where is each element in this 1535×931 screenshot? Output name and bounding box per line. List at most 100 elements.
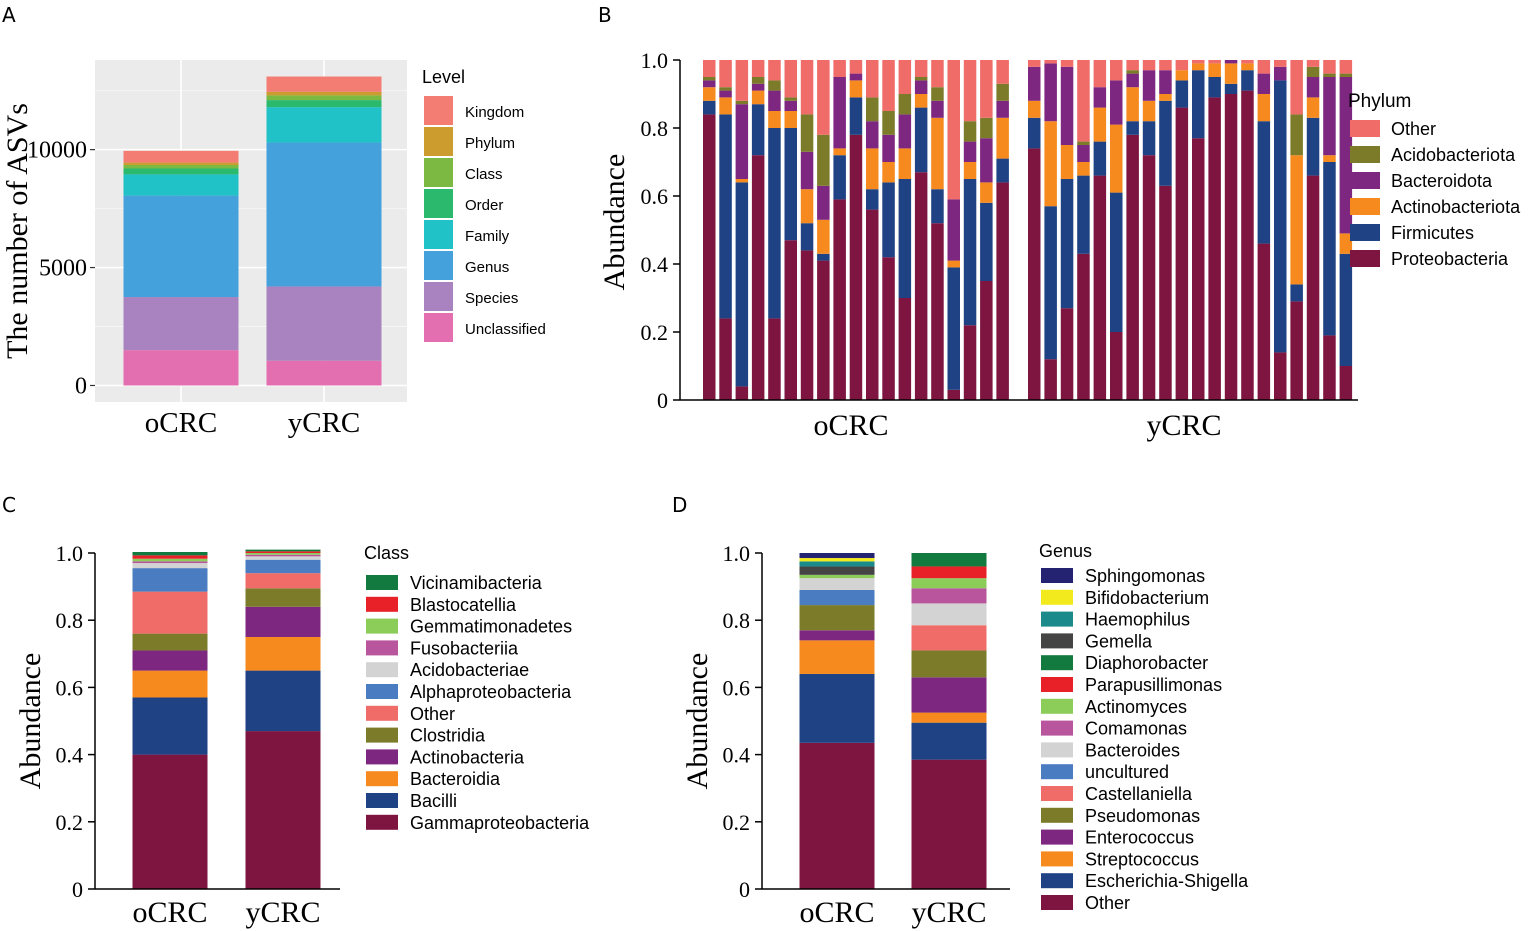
- bar-segment-phylum: [123, 162, 239, 165]
- legend-label: Castellaniella: [1085, 784, 1193, 804]
- bar-segment-proteobacteria: [1060, 308, 1074, 400]
- legend-label: Fusobacteriia: [410, 638, 519, 658]
- bar-segment-bacteroidota: [914, 80, 928, 94]
- bar-segment-clostridia: [245, 588, 321, 607]
- bar-segment-firmicutes: [866, 189, 879, 210]
- bar-segment-family: [266, 107, 382, 143]
- y-axis-title: Abundance: [598, 154, 631, 291]
- bar-segment-unclassified: [266, 360, 382, 386]
- legend-swatch-streptococcus: [1041, 851, 1073, 867]
- bar-segment-actinobacteriota: [1175, 70, 1189, 81]
- panel-label-a: A: [2, 3, 16, 27]
- legend-swatch-parapusillimonas: [1041, 677, 1073, 692]
- bar-segment-actinobacteriota: [833, 148, 846, 156]
- bar-segment-bacteroidota: [719, 90, 732, 98]
- legend-label: Vicinamibacteria: [410, 573, 543, 593]
- bar-segment-acidobacteriota: [719, 87, 732, 91]
- bar-segment-acidobacteriota: [866, 97, 879, 122]
- y-tick-label: 0: [75, 373, 87, 399]
- bar-segment-actinobacteriota: [800, 189, 814, 224]
- bar-segment-acidobacteriota: [1290, 114, 1303, 156]
- bar-segment-pseudomonas: [799, 605, 875, 631]
- bar-segment-proteobacteria: [784, 240, 797, 400]
- bar-segment-enterococcus: [799, 630, 875, 641]
- bar-segment-other: [1274, 60, 1287, 67]
- legend-swatch-species: [424, 282, 453, 311]
- bar-segment-other: [947, 60, 960, 200]
- bar-segment-firmicutes: [1044, 206, 1057, 360]
- bar-segment-acidobacteriota: [1339, 73, 1353, 77]
- bar-segment-other: [1110, 60, 1123, 81]
- bar-segment-actinobacteriota: [1126, 87, 1139, 122]
- bar-segment-comamonas: [911, 588, 987, 604]
- bar-segment-proteobacteria: [1208, 97, 1221, 401]
- bar-segment-diaphorobacter: [911, 553, 987, 567]
- bar-segment-bacteroidota: [1028, 66, 1041, 101]
- legend-swatch-fusobacteriia: [366, 640, 398, 656]
- legend-swatch-other: [366, 705, 398, 721]
- legend-swatch-haemophilus: [1041, 611, 1073, 627]
- bar-segment-firmicutes: [882, 182, 895, 258]
- bar-segment-firmicutes: [1290, 284, 1303, 302]
- bar-segment-firmicutes: [1323, 162, 1336, 336]
- bar-segment-acidobacteriota: [768, 80, 781, 91]
- legend-label: Firmicutes: [1391, 223, 1474, 243]
- bar-segment-firmicutes: [1224, 83, 1238, 94]
- panel-b-chart: 0 0.2 0.4 0.6 0.8 1.0 oCRC yCRC Abundance Phylum O…: [598, 48, 1521, 442]
- legend-swatch-clostridia: [366, 727, 398, 743]
- y-tick-label: 0: [72, 877, 83, 902]
- bar-segment-actinobacteriota: [1093, 107, 1107, 142]
- bar-segment-blastocatellia: [132, 555, 208, 559]
- bar-segment-firmicutes: [1093, 141, 1107, 176]
- legend-swatch-actinobacteria: [366, 749, 398, 765]
- bar-segment-other: [1060, 60, 1074, 67]
- legend-label: Other: [1391, 119, 1436, 139]
- bar-segment-firmicutes: [817, 253, 830, 261]
- bar-segment-actinobacteriota: [1060, 145, 1074, 179]
- legend-label: Class: [465, 166, 503, 183]
- bar-segment-proteobacteria: [1093, 175, 1107, 400]
- bar-segment-proteobacteria: [1159, 185, 1172, 400]
- legend-swatch-enterococcus: [1041, 829, 1073, 845]
- bar-segment-blastocatellia: [245, 551, 321, 553]
- bar-segment-actinobacteriota: [1323, 155, 1336, 162]
- x-tick-label: yCRC: [288, 407, 361, 439]
- bar-segment-bacteroidota: [1224, 60, 1238, 64]
- bar-segment-other: [849, 60, 863, 74]
- legend-label: Order: [465, 197, 503, 214]
- legend-swatch-firmicutes: [1350, 224, 1380, 241]
- legend-swatch-genus: [424, 251, 453, 280]
- bar-segment-proteobacteria: [735, 386, 749, 400]
- bar-segment-proteobacteria: [882, 257, 895, 400]
- legend-swatch-family: [424, 220, 453, 249]
- legend-label: Bacilli: [410, 791, 457, 811]
- bar-segment-escherichia-shigella: [911, 722, 987, 760]
- bar-segment-bacilli: [132, 697, 208, 755]
- bar-segment-other: [1257, 60, 1271, 74]
- bar-segment-actinobacteriota: [931, 117, 944, 190]
- legend-swatch-bacteroides: [1041, 742, 1073, 758]
- bar-segment-actinobacteriota: [980, 182, 993, 203]
- bar-segment-bacilli: [245, 670, 321, 732]
- legend-label: Gemella: [1085, 631, 1153, 651]
- bar-segment-actinobacteriota: [1110, 124, 1123, 193]
- bar-segment-bacteroidota: [1077, 145, 1090, 162]
- bar-segment-gammaproteobacteria: [245, 731, 321, 889]
- legend-swatch-alphaproteobacteria: [366, 684, 398, 699]
- bar-segment-proteobacteria: [996, 182, 1009, 400]
- bar-segment-acidobacteriota: [898, 94, 912, 115]
- bar-segment-proteobacteria: [703, 114, 716, 401]
- bar-segment-bacteroidia: [132, 670, 208, 698]
- bar-segment-proteobacteria: [898, 298, 912, 400]
- bar-segment-actinobacteriota: [914, 94, 928, 108]
- legend-label: Comamonas: [1085, 719, 1187, 739]
- bar-segment-actinobacteriota: [866, 148, 879, 190]
- bar-segment-other: [1159, 60, 1172, 71]
- y-tick-label: 0.8: [641, 116, 669, 141]
- legend-swatch-sphingomonas: [1041, 568, 1073, 583]
- bar-segment-bacteroidota: [1142, 70, 1156, 101]
- legend-title: Genus: [1039, 541, 1092, 561]
- legend-label: Family: [465, 228, 510, 245]
- bar-segment-proteobacteria: [849, 134, 863, 401]
- bar-segment-bacteroidota: [768, 90, 781, 111]
